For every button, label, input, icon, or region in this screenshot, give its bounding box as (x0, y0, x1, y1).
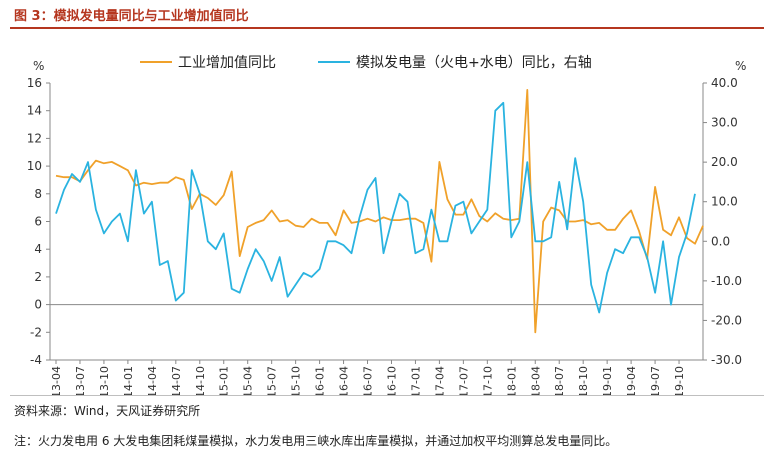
y-right-tick-label: 30.0 (711, 116, 738, 130)
x-tick-label: 2016-01 (314, 366, 327, 395)
y-left-tick-label: 6 (34, 215, 42, 229)
x-tick-label: 2017-04 (433, 366, 446, 395)
x-tick-label: 2016-10 (385, 366, 398, 395)
y-right-tick-label: 10.0 (711, 195, 738, 209)
x-tick-label: 2015-04 (242, 366, 255, 395)
y-left-tick-label: 12 (27, 131, 42, 145)
y-right-tick-label: -30.0 (711, 353, 742, 367)
legend-label-power: 模拟发电量（火电+水电）同比，右轴 (356, 55, 592, 71)
x-tick-label: 2014-07 (170, 366, 183, 395)
y-left-unit: % (33, 59, 44, 73)
x-tick-label: 2015-01 (218, 366, 231, 395)
x-tick-label: 2018-01 (505, 366, 518, 395)
x-tick-label: 2017-07 (457, 366, 470, 395)
y-left-tick-label: 8 (34, 187, 42, 201)
x-tick-label: 2013-04 (50, 366, 63, 395)
x-tick-label: 2019-01 (601, 366, 614, 395)
y-left-tick-label: 10 (27, 159, 42, 173)
x-tick-label: 2019-07 (649, 366, 662, 395)
x-tick-label: 2019-10 (673, 366, 686, 395)
legend-label-industrial: 工业增加值同比 (178, 55, 276, 71)
y-right-tick-label: -10.0 (711, 274, 742, 288)
x-tick-label: 2019-04 (625, 366, 638, 395)
series-line-power (55, 101, 696, 314)
y-left-tick-label: -2 (30, 325, 42, 339)
x-tick-label: 2016-04 (338, 366, 351, 395)
x-tick-label: 2014-10 (194, 366, 207, 395)
y-right-unit: % (735, 59, 746, 73)
x-tick-label: 2015-07 (266, 366, 279, 395)
title-rule (10, 27, 764, 29)
y-left-tick-label: 2 (34, 270, 42, 284)
chart-svg: -4 -2 0 2 4 6 8 10 12 14 16 -30.0 -20.0 -10.0 0.0 10.0 2… (27, 55, 747, 395)
y-right-tick-label: -20.0 (711, 313, 742, 327)
y-left-tick-label: -4 (30, 353, 42, 367)
x-tick-label: 2017-10 (481, 366, 494, 395)
x-tick-label: 2016-07 (362, 366, 375, 395)
x-tick-label: 2017-01 (409, 366, 422, 395)
x-tick-label: 2018-07 (553, 366, 566, 395)
y-right-tick-label: 0.0 (711, 234, 730, 248)
x-tick-label: 2018-04 (529, 366, 542, 395)
y-left-tick-label: 16 (27, 76, 42, 90)
figure-title: 图 3：模拟发电量同比与工业增加值同比 (14, 9, 249, 24)
y-left-tick-label: 0 (34, 298, 42, 312)
x-tick-label: 2013-07 (74, 366, 87, 395)
y-left-tick-label: 4 (34, 242, 42, 256)
y-left-tick-label: 14 (27, 104, 42, 118)
y-right-tick-label: 20.0 (711, 155, 738, 169)
chart-series (55, 89, 704, 334)
source-note: 资料来源：Wind，天风证券研究所 (14, 404, 201, 418)
y-right-tick-label: 40.0 (711, 76, 738, 90)
footnote: 注：火力发电用 6 大发电集团耗煤量模拟，水力发电用三峡水库出库量模拟，并通过加… (14, 434, 618, 448)
x-tick-label: 2013-10 (98, 366, 111, 395)
chart-axes: -4 -2 0 2 4 6 8 10 12 14 16 -30.0 -20.0 -10.0 0.0 10.0 2… (27, 76, 742, 395)
x-tick-label: 2014-04 (146, 366, 159, 395)
chart-legend: 工业增加值同比 模拟发电量（火电+水电）同比，右轴 (140, 55, 592, 71)
x-tick-label: 2018-10 (577, 366, 590, 395)
footer-rule (10, 395, 764, 396)
x-tick-label: 2015-10 (290, 366, 303, 395)
x-tick-label: 2014-01 (122, 366, 135, 395)
